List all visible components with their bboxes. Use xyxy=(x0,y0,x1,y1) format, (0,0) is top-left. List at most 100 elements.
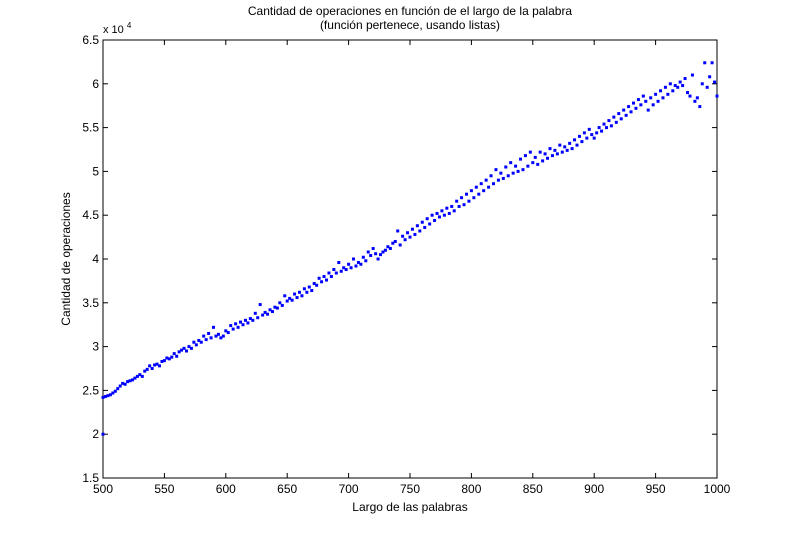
data-point xyxy=(629,110,633,114)
data-point xyxy=(565,148,569,152)
data-point xyxy=(398,243,402,247)
data-point xyxy=(374,252,378,256)
data-point xyxy=(192,340,196,344)
data-point xyxy=(604,126,608,130)
data-point xyxy=(140,374,144,378)
data-point xyxy=(376,257,380,261)
data-point xyxy=(433,218,437,222)
data-point xyxy=(312,282,316,286)
data-point xyxy=(118,384,122,388)
plot-area xyxy=(102,39,718,479)
x-tick-label: 850 xyxy=(523,482,543,496)
data-series xyxy=(101,61,719,436)
data-point xyxy=(317,276,321,280)
data-point xyxy=(258,303,262,307)
data-point xyxy=(690,73,694,77)
x-tick-label: 1000 xyxy=(704,482,731,496)
data-point xyxy=(366,250,370,254)
data-point xyxy=(369,253,373,257)
data-point xyxy=(116,387,120,391)
data-point xyxy=(538,150,542,154)
data-point xyxy=(324,278,328,282)
y-tick-label: 2.5 xyxy=(82,383,99,397)
data-point xyxy=(673,84,677,88)
data-point xyxy=(300,294,304,298)
data-point xyxy=(219,336,223,340)
data-point xyxy=(531,161,535,165)
data-point xyxy=(293,292,297,296)
data-point xyxy=(320,280,324,284)
y-tick-label: 2 xyxy=(92,427,99,441)
data-point xyxy=(442,213,446,217)
data-point xyxy=(207,331,211,335)
data-point xyxy=(108,393,112,397)
data-point xyxy=(479,182,483,186)
data-point xyxy=(467,199,471,203)
data-point xyxy=(153,363,157,367)
data-point xyxy=(187,345,191,349)
data-point xyxy=(592,136,596,140)
data-point xyxy=(126,380,130,384)
data-point xyxy=(703,61,707,65)
data-point xyxy=(585,136,589,140)
data-point xyxy=(428,222,432,226)
data-point xyxy=(511,171,515,175)
data-point xyxy=(683,77,687,81)
data-point xyxy=(484,178,488,182)
data-point xyxy=(396,229,400,233)
x-tick-label: 500 xyxy=(93,482,113,496)
data-point xyxy=(440,209,444,213)
data-point xyxy=(231,327,235,331)
data-point xyxy=(130,378,134,382)
data-point xyxy=(541,159,545,163)
data-point xyxy=(202,334,206,338)
data-point xyxy=(445,206,449,210)
data-point xyxy=(681,84,685,88)
data-point xyxy=(523,154,527,158)
data-point xyxy=(342,266,346,270)
data-point xyxy=(347,262,351,266)
y-axis-label: Cantidad de operaciones xyxy=(59,192,73,325)
data-point xyxy=(224,329,228,333)
data-point xyxy=(290,298,294,302)
data-point xyxy=(248,317,252,321)
data-point xyxy=(145,367,149,371)
data-point xyxy=(263,310,267,314)
data-point xyxy=(494,168,498,172)
data-point xyxy=(614,120,618,124)
data-point xyxy=(521,168,525,172)
data-point xyxy=(663,85,667,89)
data-point xyxy=(619,117,623,121)
data-point xyxy=(693,99,697,103)
y-tick-label: 3 xyxy=(92,340,99,354)
data-point xyxy=(708,75,712,79)
data-point xyxy=(423,225,427,229)
data-point xyxy=(349,266,353,270)
data-point xyxy=(253,311,257,315)
data-point xyxy=(344,268,348,272)
data-point xyxy=(275,306,279,310)
data-point xyxy=(413,232,417,236)
data-point xyxy=(612,115,616,119)
data-point xyxy=(383,248,387,252)
data-point xyxy=(354,264,358,268)
data-point xyxy=(135,374,139,378)
data-point xyxy=(415,224,419,228)
data-point xyxy=(659,89,663,93)
data-point xyxy=(256,316,260,320)
data-point xyxy=(631,101,635,105)
data-point xyxy=(226,331,230,335)
data-point xyxy=(160,359,164,363)
data-point xyxy=(270,310,274,314)
data-point xyxy=(435,211,439,215)
data-point xyxy=(121,381,125,385)
x-axis-label: Largo de las palabras xyxy=(352,500,467,514)
y-tick-label: 3.5 xyxy=(82,296,99,310)
y-tick-label: 4 xyxy=(92,252,99,266)
data-point xyxy=(455,199,459,203)
data-point xyxy=(575,143,579,147)
data-point xyxy=(352,257,356,261)
data-point xyxy=(506,174,510,178)
data-point xyxy=(251,318,255,322)
